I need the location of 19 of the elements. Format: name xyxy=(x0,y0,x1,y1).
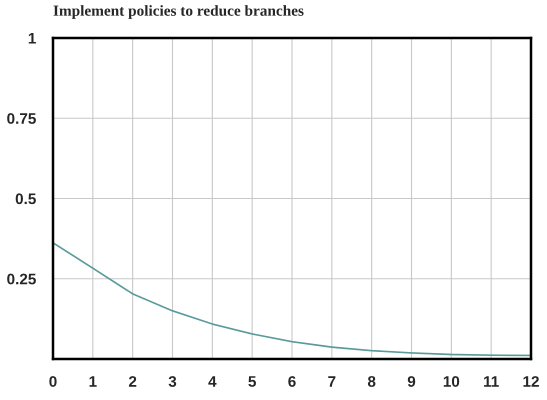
x-tick-label: 2 xyxy=(128,376,136,387)
y-tick-label: 0.75 xyxy=(7,113,36,124)
x-tick-label: 6 xyxy=(288,376,296,387)
line-series xyxy=(53,242,531,356)
x-tick-label: 10 xyxy=(444,376,460,387)
y-tick-label: 0.25 xyxy=(7,274,36,284)
x-tick-label: 5 xyxy=(248,376,256,387)
x-tick-label: 1 xyxy=(90,376,97,387)
chart-title: Implement policies to reduce branches xyxy=(54,5,304,19)
x-tick-label: 7 xyxy=(328,376,336,387)
y-tick-label: 1 xyxy=(28,33,36,44)
x-tick-label: 9 xyxy=(408,376,416,387)
x-tick-label: 8 xyxy=(368,376,376,387)
x-tick-label: 11 xyxy=(484,376,499,387)
x-tick-label: 0 xyxy=(49,376,57,387)
x-tick-label: 12 xyxy=(523,376,539,387)
y-tick-label: 0.5 xyxy=(16,193,36,204)
x-tick-label: 3 xyxy=(168,376,176,387)
x-tick-label: 4 xyxy=(208,376,216,387)
